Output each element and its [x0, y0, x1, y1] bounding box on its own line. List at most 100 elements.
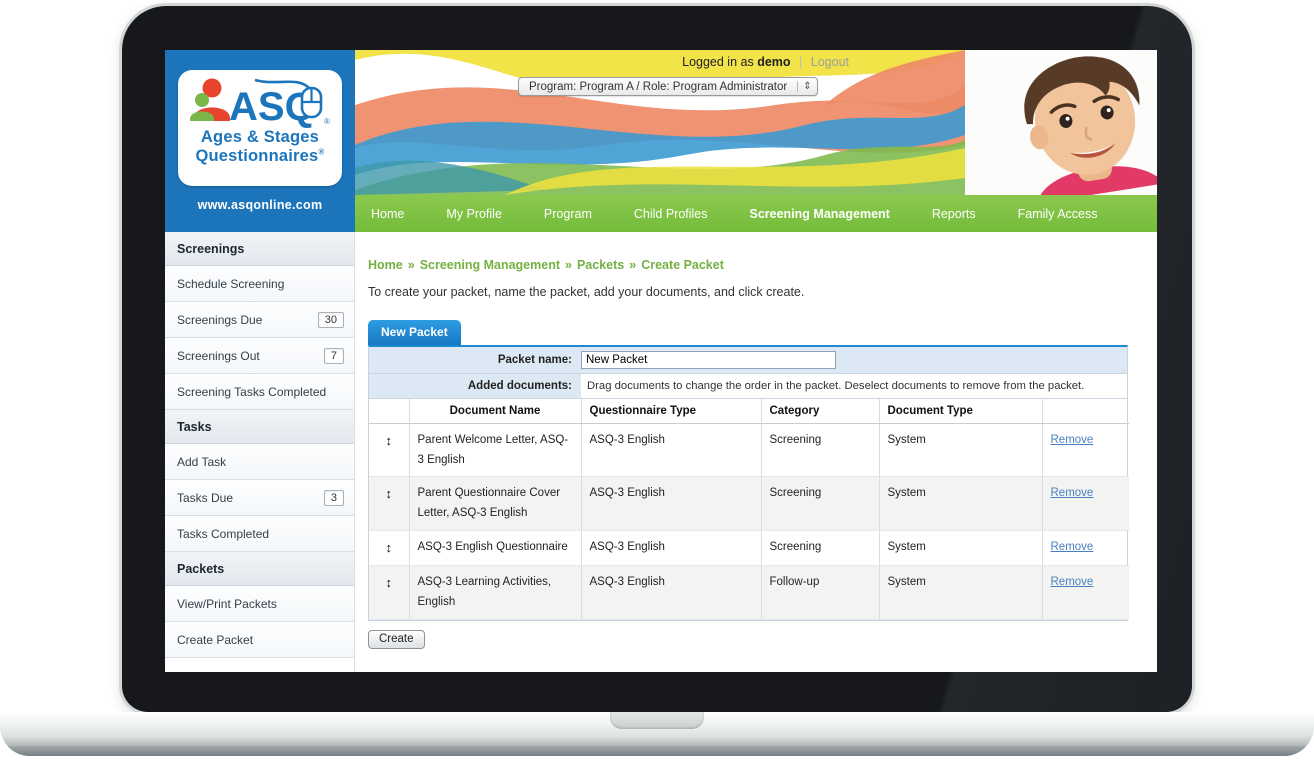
main-nav: Home My Profile Program Child Profiles S… [355, 195, 1157, 232]
laptop-base [0, 712, 1314, 756]
logo-tagline-line2: Questionnaires® [195, 146, 325, 165]
doc-type: System [879, 423, 1043, 478]
laptop-base-edge [0, 746, 1314, 756]
laptop-lid-notch [610, 712, 704, 729]
breadcrumb-home[interactable]: Home [368, 258, 403, 272]
screen: ASQ ® Ages & Stages Questionnaires® www.… [165, 50, 1157, 672]
remove-link[interactable]: Remove [1050, 540, 1094, 553]
nav-family-access[interactable]: Family Access [1017, 206, 1098, 221]
sidebar-item-schedule-screening[interactable]: Schedule Screening [165, 266, 354, 302]
packet-name-input[interactable] [581, 351, 836, 369]
new-packet-panel: Packet name: Added documents: Drag docum… [368, 345, 1129, 621]
screenings-out-count: 7 [323, 347, 344, 364]
tasks-due-count: 3 [323, 489, 344, 506]
sidebar-item-tasks-due[interactable]: Tasks Due 3 [165, 480, 354, 516]
table-row: ↕ ASQ-3 Learning Activities, English ASQ… [369, 565, 1129, 620]
page-instruction: To create your packet, name the packet, … [368, 285, 805, 299]
nav-home[interactable]: Home [371, 206, 405, 221]
logout-link[interactable]: Logout [810, 55, 849, 69]
col-actions [1042, 399, 1129, 424]
added-documents-table: Document Name Questionnaire Type Categor… [369, 399, 1129, 620]
drag-handle-icon[interactable]: ↕ [385, 539, 393, 555]
remove-link[interactable]: Remove [1050, 434, 1094, 446]
sidebar-item-screening-tasks-completed[interactable]: Screening Tasks Completed [165, 374, 354, 410]
packet-name-row: Packet name: [369, 347, 1127, 374]
sidebar-item-create-packet[interactable]: Create Packet [165, 622, 354, 658]
doc-name: ASQ-3 Learning Activities, English [409, 565, 582, 620]
table-row: ↕ Parent Welcome Letter, ASQ-3 English A… [369, 423, 1129, 478]
nav-screening-management[interactable]: Screening Management [749, 206, 890, 221]
tab-available-documents[interactable]: Available Documents [368, 671, 515, 672]
sidebar-item-screenings-out[interactable]: Screenings Out 7 [165, 338, 354, 374]
banner-waves: Logged in as demo | Logout Program: Prog… [355, 50, 965, 195]
sidebar-item-screenings-due[interactable]: Screenings Due 30 [165, 302, 354, 338]
table-row: ↕ Parent Questionnaire Cover Letter, ASQ… [369, 476, 1129, 531]
remove-link[interactable]: Remove [1050, 576, 1094, 589]
tab-new-packet[interactable]: New Packet [368, 320, 461, 345]
banner: Logged in as demo | Logout Program: Prog… [355, 50, 1157, 195]
nav-program[interactable]: Program [543, 206, 592, 221]
doc-category: Screening [761, 530, 880, 567]
col-questionnaire-type: Questionnaire Type [581, 399, 762, 424]
sidebar-item-tasks-completed[interactable]: Tasks Completed [165, 516, 354, 552]
doc-category: Screening [761, 476, 880, 531]
registered-mark: ® [318, 147, 325, 157]
table-header-row: Document Name Questionnaire Type Categor… [369, 399, 1129, 424]
site-url: www.asqonline.com [197, 198, 323, 212]
logged-in-label: Logged in as [682, 55, 754, 69]
drag-handle-icon[interactable]: ↕ [385, 486, 393, 502]
table-row: ↕ ASQ-3 English Questionnaire ASQ-3 Engl… [369, 530, 1129, 567]
breadcrumb-screening-management[interactable]: Screening Management [419, 258, 561, 272]
added-documents-row: Added documents: Drag documents to chang… [369, 374, 1127, 399]
sidebar-section-packets: Packets [165, 552, 354, 586]
sidebar-item-view-print-packets[interactable]: View/Print Packets [165, 586, 354, 622]
doc-name: Parent Welcome Letter, ASQ-3 English [409, 423, 582, 478]
breadcrumb-packets[interactable]: Packets [576, 258, 625, 272]
doc-questionnaire-type: ASQ-3 English [581, 423, 762, 478]
added-documents-label: Added documents: [369, 374, 581, 398]
doc-category: Screening [761, 423, 880, 478]
wave-graphic [355, 50, 965, 195]
breadcrumb: Home» Screening Management» Packets» Create… [368, 258, 724, 272]
doc-type: System [879, 530, 1043, 567]
col-category: Category [761, 399, 880, 424]
doc-category: Follow-up [761, 565, 880, 620]
doc-questionnaire-type: ASQ-3 English [581, 476, 762, 531]
child-photo [965, 50, 1157, 195]
doc-name: Parent Questionnaire Cover Letter, ASQ-3… [409, 476, 582, 531]
doc-type: System [879, 476, 1043, 531]
nav-child-profiles[interactable]: Child Profiles [633, 206, 708, 221]
svg-text:®: ® [324, 117, 330, 126]
asq-logo-mark: ASQ ® [190, 78, 330, 128]
main-content: Home» Screening Management» Packets» Create… [355, 232, 1157, 672]
logo-panel: ASQ ® Ages & Stages Questionnaires® www.… [165, 50, 355, 232]
screenings-due-count: 30 [317, 311, 344, 328]
select-stepper-icon: ⇕ [797, 81, 816, 92]
nav-reports[interactable]: Reports [931, 206, 976, 221]
create-button[interactable]: Create [368, 629, 425, 649]
site-header: ASQ ® Ages & Stages Questionnaires® www.… [165, 50, 1157, 232]
drag-handle-icon[interactable]: ↕ [385, 433, 393, 448]
doc-questionnaire-type: ASQ-3 English [581, 565, 762, 620]
packet-name-label: Packet name: [497, 354, 572, 366]
logo-tagline-line1: Ages & Stages [200, 128, 320, 146]
doc-type: System [879, 565, 1043, 620]
sidebar-section-screenings: Screenings [165, 232, 354, 266]
col-document-type: Document Type [879, 399, 1043, 424]
login-status: Logged in as demo | Logout [682, 55, 849, 69]
program-role-value: Program: Program A / Role: Program Admin… [529, 80, 788, 93]
program-role-select[interactable]: Program: Program A / Role: Program Admin… [518, 77, 818, 96]
drag-handle-icon[interactable]: ↕ [385, 575, 393, 591]
sidebar-item-add-task[interactable]: Add Task [165, 444, 354, 480]
doc-questionnaire-type: ASQ-3 English [581, 530, 762, 567]
remove-link[interactable]: Remove [1050, 487, 1094, 500]
added-documents-hint: Drag documents to change the order in th… [587, 380, 1085, 392]
breadcrumb-current: Create Packet [641, 258, 724, 272]
login-separator: | [799, 55, 803, 69]
asq-logo: ASQ ® Ages & Stages Questionnaires® [178, 70, 342, 186]
child-illustration [965, 50, 1157, 195]
sidebar-section-tasks: Tasks [165, 410, 354, 444]
nav-my-profile[interactable]: My Profile [446, 206, 502, 221]
col-document-name: Document Name [409, 399, 582, 424]
